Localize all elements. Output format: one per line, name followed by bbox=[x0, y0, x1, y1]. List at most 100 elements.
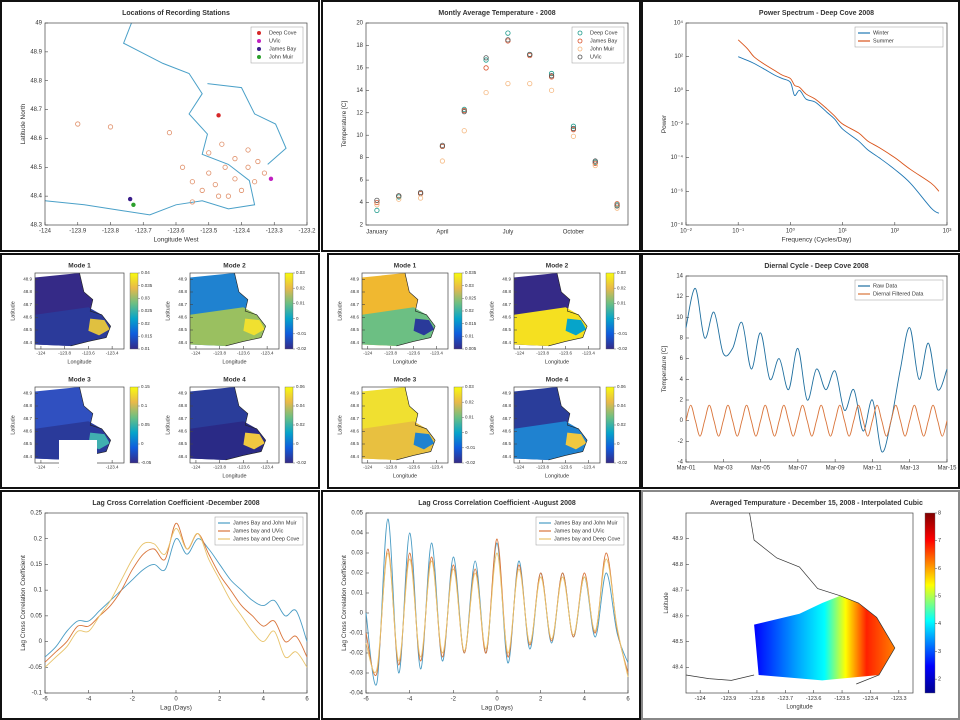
colorbar-tick-label: 0.03 bbox=[465, 283, 474, 288]
point bbox=[614, 205, 620, 211]
region bbox=[190, 307, 266, 346]
x-tick-label: Mar-11 bbox=[863, 466, 882, 472]
x-tick-label: 6 bbox=[626, 697, 630, 703]
y-tick-label: 8 bbox=[680, 336, 684, 342]
y-tick-label: 0.05 bbox=[351, 511, 363, 517]
y-tick-label: 4 bbox=[680, 377, 684, 383]
y-axis-label: Lag Cross Correlation Coefficient bbox=[20, 555, 27, 651]
y-tick-label: 48.8 bbox=[23, 403, 32, 408]
x-tick-label: -124 bbox=[191, 465, 201, 470]
axes-frame bbox=[189, 272, 280, 350]
point bbox=[216, 113, 221, 118]
colorbar bbox=[129, 272, 139, 350]
coastline bbox=[225, 386, 266, 461]
axes-frame bbox=[365, 22, 629, 226]
x-tick-label: -123.8 bbox=[536, 465, 549, 470]
y-tick-label: -2 bbox=[678, 439, 684, 445]
x-tick-label: 4 bbox=[583, 697, 587, 703]
y-tick-label: 48.4 bbox=[350, 340, 359, 345]
x-tick-label: -2 bbox=[451, 697, 457, 703]
legend-box bbox=[854, 279, 944, 301]
x-tick-label: -124 bbox=[39, 229, 52, 235]
region bbox=[565, 432, 587, 450]
legend-label: James bay and UVic bbox=[554, 528, 605, 534]
point bbox=[592, 160, 598, 166]
x-tick-label: 10⁰ bbox=[786, 228, 796, 235]
y-tick-label: 48.7 bbox=[23, 416, 32, 421]
legend-swatch bbox=[257, 31, 261, 35]
y-tick-label: 48.8 bbox=[30, 78, 42, 84]
x-tick-label: -123.6 bbox=[559, 351, 572, 356]
series-line bbox=[685, 287, 948, 453]
x-tick-label: -6 bbox=[42, 697, 48, 703]
colorbar-tick-label: 0.06 bbox=[296, 384, 305, 389]
chart-title: Diernal Cycle - Deep Cove 2008 bbox=[764, 263, 868, 270]
x-tick-label: -123.6 bbox=[237, 351, 250, 356]
colorbar-tick-label: 0.01 bbox=[141, 346, 150, 351]
region bbox=[514, 421, 588, 460]
point bbox=[189, 179, 195, 185]
y-tick-label: 48.9 bbox=[502, 391, 511, 396]
x-tick-label: -123.6 bbox=[167, 229, 185, 235]
point bbox=[548, 87, 555, 93]
x-tick-label: -123.4 bbox=[261, 465, 274, 470]
colorbar-tick-label: -0.02 bbox=[296, 460, 307, 465]
point bbox=[127, 196, 133, 202]
y-tick-label: 48.9 bbox=[350, 277, 359, 282]
region bbox=[514, 307, 588, 346]
y-tick-label: 48.6 bbox=[672, 613, 683, 619]
colorbar-tick-label: -0.02 bbox=[617, 346, 628, 351]
colorbar-tick-label: 0.01 bbox=[296, 301, 305, 306]
legend-label: James bay and UVic bbox=[233, 528, 284, 534]
x-tick-label: -123.8 bbox=[536, 351, 549, 356]
panel-border bbox=[641, 490, 960, 720]
y-tick-label: 48.9 bbox=[672, 536, 683, 542]
y-axis-label: Temperature [C] bbox=[661, 346, 668, 393]
point bbox=[179, 164, 186, 170]
x-tick-label: -123.4 bbox=[863, 696, 879, 702]
y-tick-label: 0.03 bbox=[351, 551, 363, 557]
region bbox=[35, 307, 111, 346]
x-tick-label: 6 bbox=[305, 697, 309, 703]
x-tick-label: -123.4 bbox=[430, 351, 443, 356]
y-tick-label: 48.5 bbox=[672, 639, 683, 645]
point bbox=[166, 130, 173, 136]
point bbox=[75, 121, 81, 127]
series-line bbox=[44, 522, 308, 663]
mode-title: Mode 3 bbox=[68, 377, 91, 384]
legend-label: James Bay and John Muir bbox=[233, 520, 297, 526]
point bbox=[548, 70, 555, 77]
region bbox=[565, 318, 587, 336]
chart-title: Locations of Recording Stations bbox=[122, 10, 230, 17]
x-tick-label: -123.3 bbox=[891, 696, 907, 702]
y-tick-label: -0.03 bbox=[349, 671, 363, 677]
y-tick-label: 18 bbox=[356, 43, 363, 49]
x-tick-label: -123.8 bbox=[384, 465, 397, 470]
y-tick-label: 48.7 bbox=[178, 416, 187, 421]
y-tick-label: 10⁻⁸ bbox=[671, 222, 684, 229]
colorbar-tick-label: 0.15 bbox=[141, 384, 150, 389]
colorbar-tick-label: 4 bbox=[938, 621, 941, 627]
y-tick-label: 48.7 bbox=[30, 107, 42, 113]
colorbar-tick-label: 0.03 bbox=[617, 270, 626, 275]
y-axis-label: Latitude bbox=[489, 301, 495, 321]
y-tick-label: 48.4 bbox=[23, 454, 32, 459]
y-axis-label: Lag Cross Correlation Coefficient bbox=[341, 555, 348, 651]
point bbox=[570, 125, 577, 132]
y-tick-label: 48.6 bbox=[178, 429, 187, 434]
colorbar-tick-label: 0 bbox=[141, 441, 144, 446]
region bbox=[362, 307, 436, 346]
legend-label: James Bay bbox=[590, 38, 617, 44]
x-tick-label: -124 bbox=[191, 351, 201, 356]
y-tick-label: 12 bbox=[676, 294, 683, 300]
point bbox=[505, 30, 511, 36]
x-tick-label: -124 bbox=[515, 465, 525, 470]
colorbar bbox=[453, 386, 463, 464]
y-tick-label: 12 bbox=[356, 110, 363, 116]
point bbox=[189, 199, 195, 205]
legend-label: John Muir bbox=[269, 54, 293, 60]
colorbar-tick-label: 0.02 bbox=[141, 321, 150, 326]
y-tick-label: 10⁴ bbox=[674, 20, 684, 27]
y-tick-label: 0.01 bbox=[351, 591, 363, 597]
